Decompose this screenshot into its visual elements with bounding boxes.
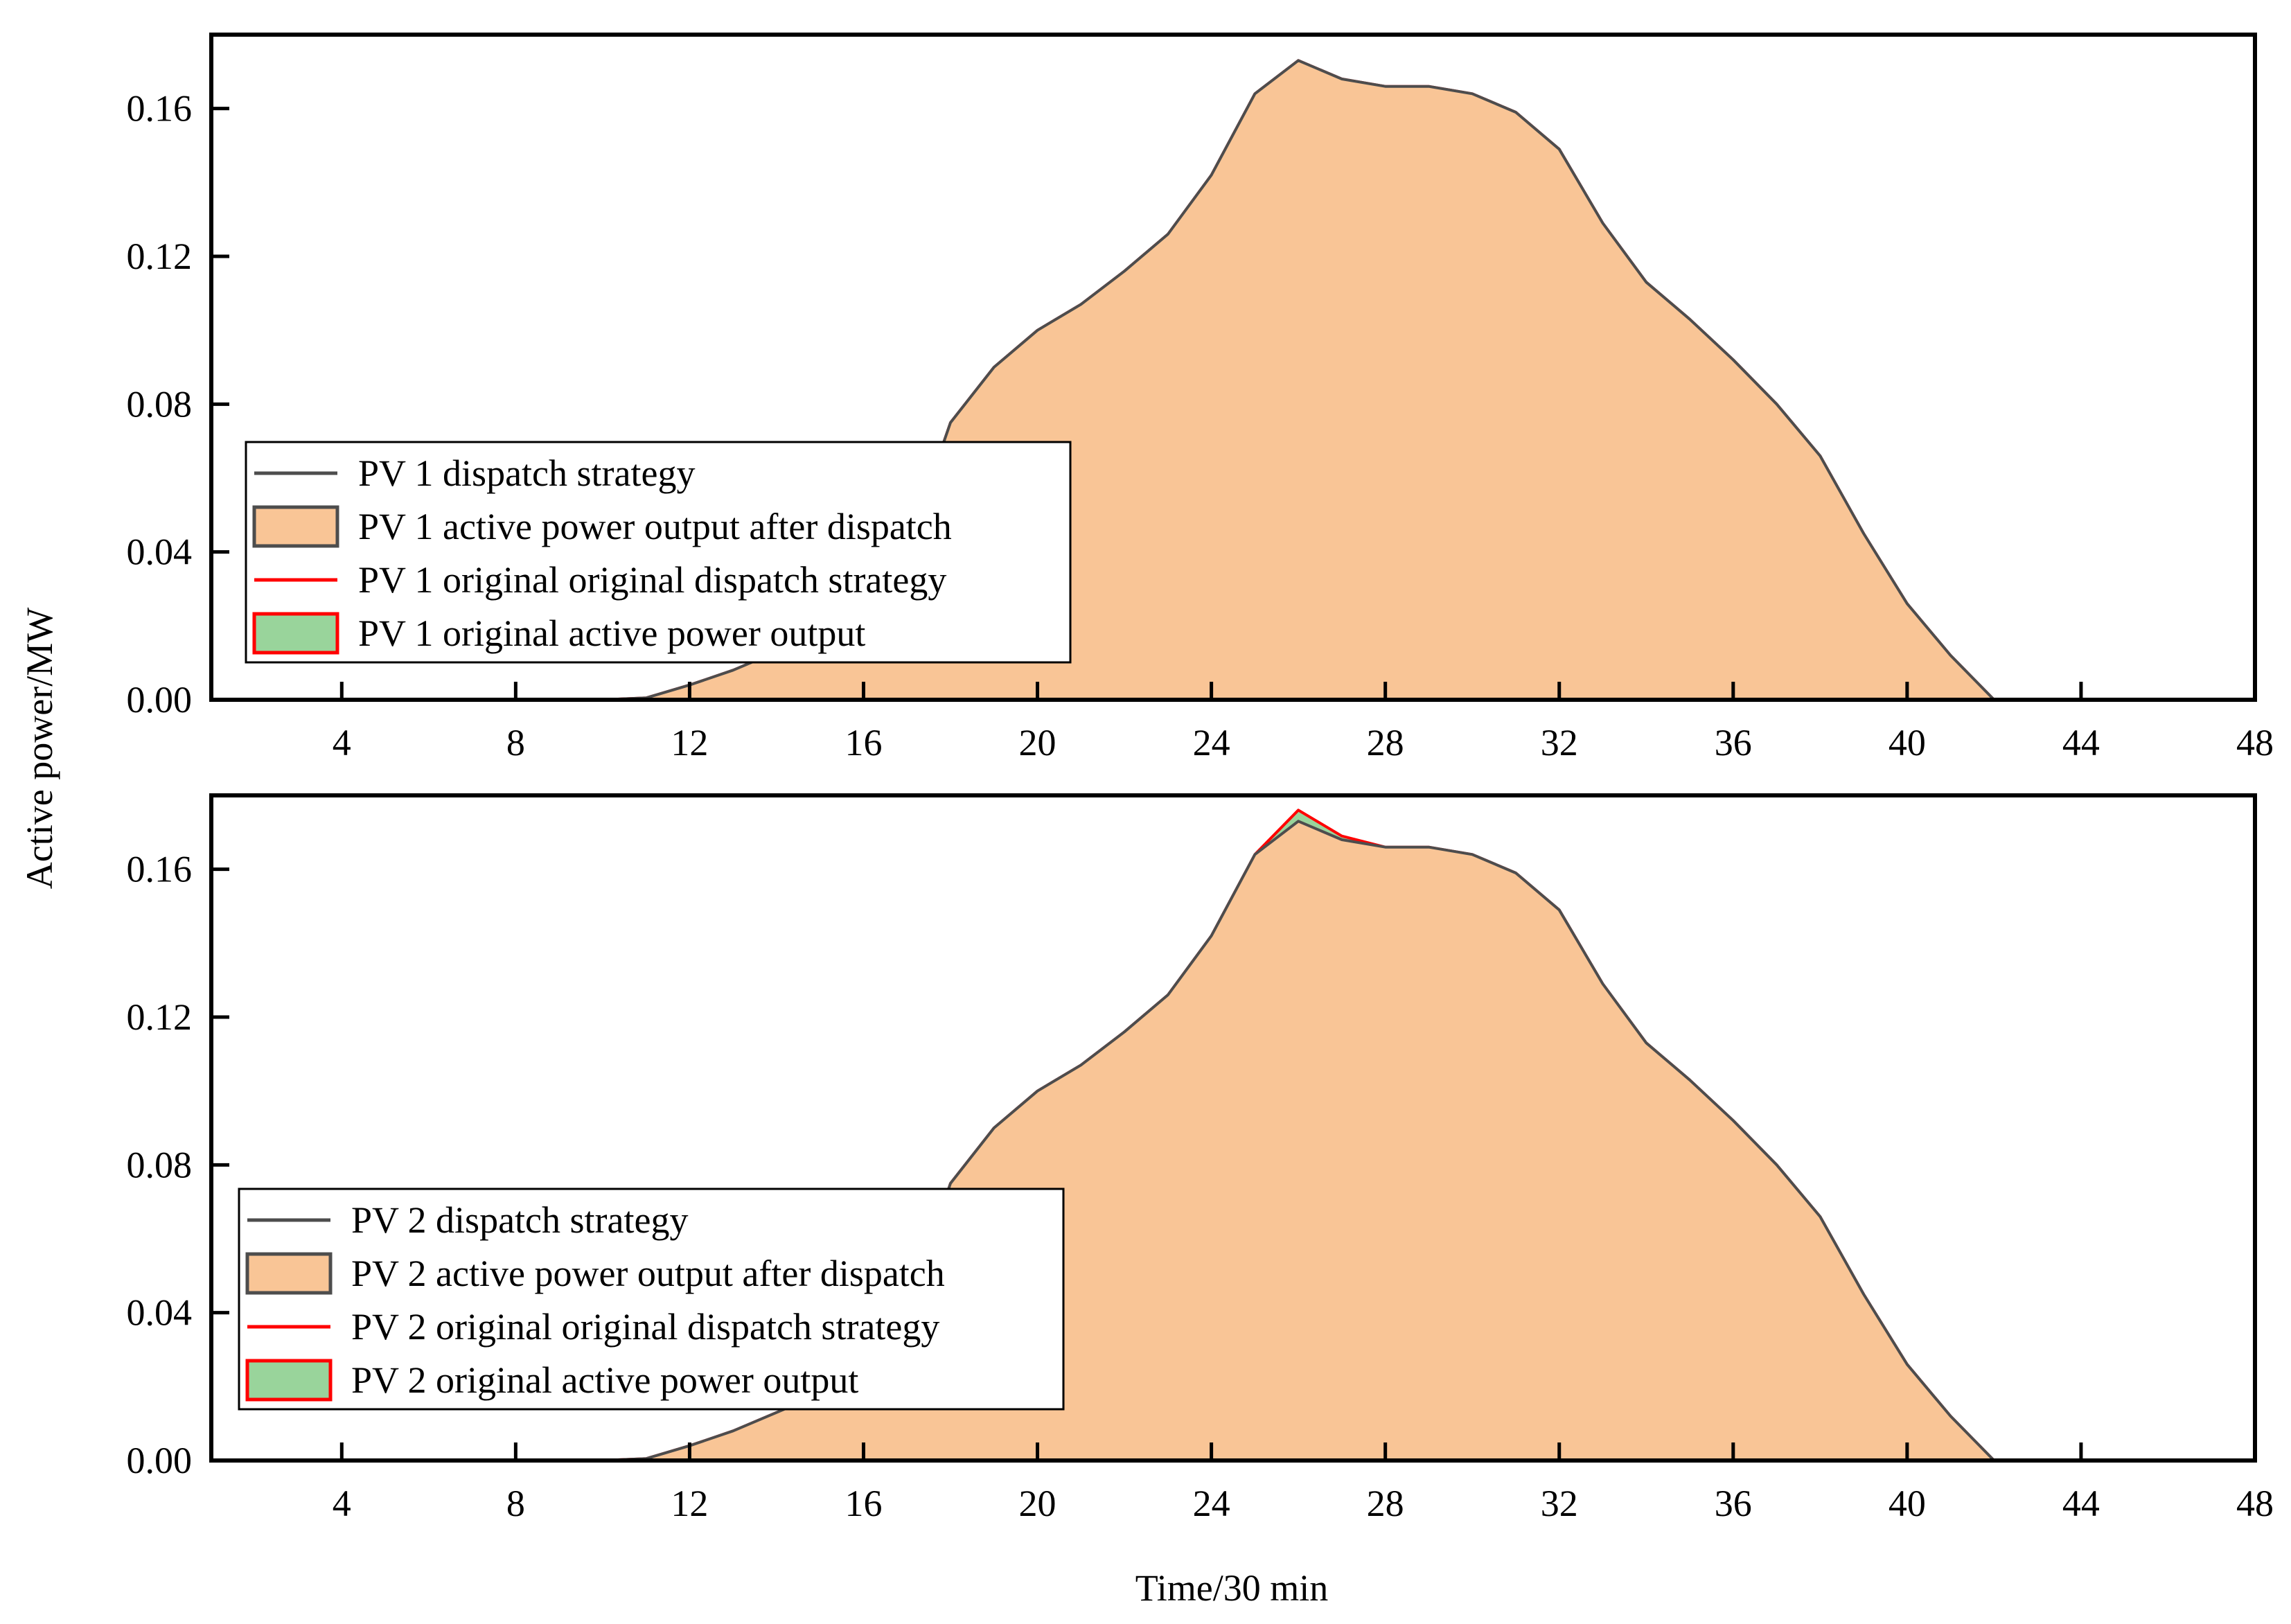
legend-label: PV 1 active power output after dispatch	[358, 506, 952, 547]
y-tick-label: 0.08	[127, 1144, 193, 1185]
x-tick-label: 36	[1715, 1483, 1752, 1524]
x-tick-label: 4	[333, 722, 351, 764]
y-tick-label: 0.00	[127, 1440, 193, 1481]
legend-label: PV 1 dispatch strategy	[358, 452, 695, 494]
legend-label: PV 1 original active power output	[358, 612, 865, 654]
legend-1: PV 2 dispatch strategy PV 2 active power …	[238, 1188, 1065, 1411]
panel-top: 4 8 12 16 20 24 28 32 36 40 44 480.000.040.080.120.…	[127, 33, 2274, 764]
y-tick-label: 0.04	[127, 1292, 193, 1334]
legend-0: PV 1 dispatch strategy PV 1 active power …	[245, 441, 1072, 664]
legend-label: PV 1 original original dispatch strategy	[358, 559, 946, 601]
y-tick-label: 0.16	[127, 88, 193, 130]
legend-patch-handle	[245, 1252, 333, 1295]
x-tick-label: 16	[844, 722, 882, 764]
y-tick-label: 0.04	[127, 531, 193, 573]
x-tick-label: 24	[1193, 722, 1230, 764]
x-tick-label: 20	[1019, 1483, 1056, 1524]
x-tick-label: 48	[2236, 1483, 2274, 1524]
axes-frame-0	[209, 33, 2257, 702]
x-tick-label: 28	[1367, 1483, 1404, 1524]
x-tick-label: 44	[2062, 722, 2100, 764]
legend-label: PV 2 original original dispatch strategy	[351, 1306, 939, 1348]
panel-bottom: 4 8 12 16 20 24 28 32 36 40 44 480.000.040.080.120.…	[127, 793, 2274, 1524]
x-tick-label: 36	[1715, 722, 1752, 764]
x-tick-label: 12	[671, 722, 708, 764]
y-tick-label: 0.16	[127, 849, 193, 890]
x-tick-label: 32	[1541, 722, 1578, 764]
x-tick-label: 12	[671, 1483, 708, 1524]
axes-frame-1	[209, 793, 2257, 1463]
legend-label: PV 2 active power output after dispatch	[351, 1253, 945, 1294]
x-tick-label: 44	[2062, 1483, 2100, 1524]
y-tick-label: 0.00	[127, 679, 193, 721]
x-tick-label: 8	[506, 722, 525, 764]
legend-label: PV 2 dispatch strategy	[351, 1199, 688, 1241]
x-tick-label: 32	[1541, 1483, 1578, 1524]
legend-patch-handle	[252, 505, 339, 548]
y-axis-title: Active power/MW	[19, 608, 60, 889]
x-tick-label: 24	[1193, 1483, 1230, 1524]
x-tick-label: 40	[1888, 722, 1926, 764]
x-tick-label: 48	[2236, 722, 2274, 764]
legend-box	[238, 1188, 1065, 1411]
x-tick-label: 40	[1888, 1483, 1926, 1524]
y-tick-label: 0.12	[127, 236, 193, 277]
legend-patch-handle	[245, 1359, 333, 1402]
x-axis-title: Time/30 min	[1135, 1567, 1329, 1609]
x-tick-label: 4	[333, 1483, 351, 1524]
legend-patch-handle	[252, 612, 339, 655]
x-tick-label: 8	[506, 1483, 525, 1524]
y-tick-label: 0.12	[127, 996, 193, 1038]
x-tick-label: 16	[844, 1483, 882, 1524]
x-tick-label: 20	[1019, 722, 1056, 764]
area-after-dispatch-0	[211, 60, 2255, 700]
legend-box	[245, 441, 1072, 664]
legend-label: PV 2 original active power output	[351, 1359, 858, 1401]
y-tick-label: 0.08	[127, 383, 193, 425]
x-tick-label: 28	[1367, 722, 1404, 764]
area-after-dispatch-1	[211, 821, 2255, 1460]
